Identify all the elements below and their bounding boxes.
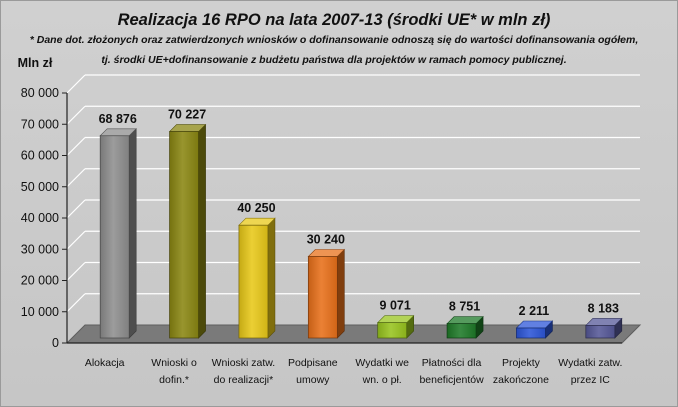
gridline-side [66, 105, 86, 125]
bar-front [516, 327, 546, 339]
chart-floor [65, 324, 642, 344]
gridline-side [66, 293, 86, 313]
x-tick-label: Płatności dla [422, 357, 482, 369]
bar-front [307, 256, 338, 339]
y-tick-label: 20 000 [21, 274, 59, 288]
x-tick-label: Wnioski zatw. [212, 357, 276, 369]
bar [99, 128, 137, 339]
y-tick-label: 80 000 [21, 86, 59, 100]
y-tick-label: 70 000 [21, 117, 59, 131]
bar [238, 217, 276, 339]
bar-value-label: 8 751 [449, 300, 480, 314]
bar [168, 123, 207, 339]
floor-plane [65, 324, 642, 344]
bar-front [238, 224, 269, 339]
grid-layer [66, 74, 640, 313]
x-tick-label: Wydatki we [355, 357, 409, 369]
bar-value-label: 8 183 [588, 301, 619, 315]
label-layer: 68 876 Alokacja 70 227 Wnioski o dofin.* 40 2… [85, 108, 623, 386]
bar [376, 314, 415, 339]
bar-value-label: 68 876 [99, 112, 137, 126]
x-tick-label: do realizacji* [214, 374, 274, 386]
bar [446, 315, 484, 339]
y-tick-label: 40 000 [21, 211, 59, 225]
axis-layer: 0 10 000 20 000 30 000 40 000 50 000 60 000 70 … [21, 86, 622, 350]
x-tick-label: przez IC [571, 374, 611, 386]
x-tick-label: wn. o pł. [362, 374, 402, 386]
x-tick-label: beneficjentów [419, 374, 484, 386]
gridline-side [66, 168, 86, 188]
bar-front [585, 325, 616, 339]
chart-note-line-2: tj. środki UE+dofinansowanie z budżetu p… [101, 54, 566, 66]
bar-value-label: 70 227 [168, 108, 206, 122]
x-tick-label: dofin.* [159, 374, 189, 386]
x-tick-label: Alokacja [85, 357, 125, 369]
x-tick-label: Podpisane [288, 357, 338, 369]
gridline-side [66, 137, 86, 156]
x-tick-label: umowy [296, 374, 330, 386]
x-tick-label: Wydatki zatw. [558, 357, 622, 369]
y-tick-label: 60 000 [21, 149, 59, 163]
bar-side [337, 248, 345, 339]
bar-value-label: 9 071 [380, 299, 411, 313]
y-tick-label: 30 000 [21, 242, 59, 256]
bar-layer [99, 123, 623, 339]
bar [515, 320, 554, 339]
chart-title: Realizacja 16 RPO na lata 2007-13 (środk… [118, 11, 551, 29]
bar [307, 248, 346, 339]
bar-front [99, 135, 130, 339]
bar-front [377, 322, 408, 339]
x-tick-label: Wnioski o [151, 357, 197, 369]
bar-front [446, 323, 477, 339]
y-tick-label: 10 000 [21, 305, 59, 319]
bar-value-label: 40 250 [237, 201, 275, 215]
bar-front [169, 131, 199, 339]
bar-value-label: 30 240 [307, 233, 345, 247]
bar [585, 317, 623, 339]
y-axis-label: Mln zł [18, 56, 53, 70]
chart-note-line-1: * Dane dot. złożonych oraz zatwierdzonyc… [30, 34, 639, 46]
bar-value-label: 2 211 [519, 304, 550, 318]
bar-side [198, 123, 206, 339]
x-tick-label: Projekty [502, 357, 541, 369]
bar-side [128, 128, 137, 339]
gridline-side [66, 74, 86, 94]
gridline-side [66, 262, 86, 281]
x-tick-label: zakończone [493, 374, 549, 386]
y-tick-label: 50 000 [21, 180, 59, 194]
gridline-side [66, 230, 86, 250]
y-tick-label: 0 [52, 336, 59, 350]
bar-side [267, 217, 276, 339]
gridline-side [66, 199, 86, 219]
